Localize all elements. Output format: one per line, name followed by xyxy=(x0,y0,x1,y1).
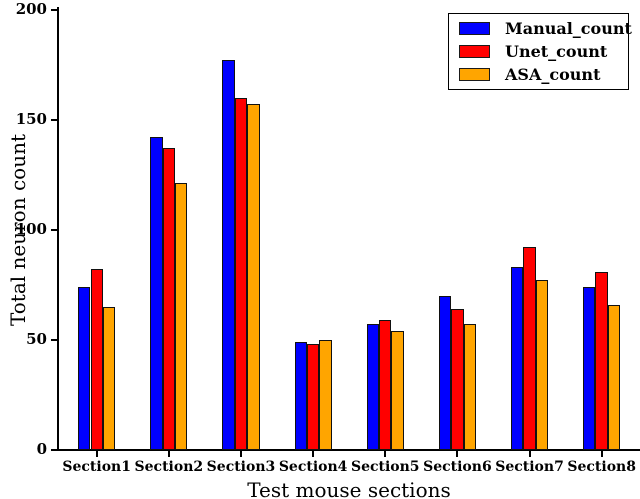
bar-unet_count-section6 xyxy=(451,309,464,450)
x-tick-label-section1: Section1 xyxy=(62,459,131,475)
y-tick-label-50: 50 xyxy=(26,329,47,348)
bar-unet_count-section8 xyxy=(595,271,608,450)
bar-asa_count-section5 xyxy=(391,331,404,450)
bar-asa_count-section3 xyxy=(247,104,260,450)
y-tick-label-150: 150 xyxy=(15,109,47,128)
bar-manual_count-section5 xyxy=(366,324,380,450)
x-tick-label-section8: Section8 xyxy=(567,459,636,475)
y-tick-label-200: 200 xyxy=(15,0,47,18)
x-axis-line xyxy=(57,449,640,451)
y-axis-label: Total neuron count xyxy=(6,133,30,327)
legend-label-unet-count: Unet_count xyxy=(505,41,608,61)
bar-unet_count-section2 xyxy=(162,148,176,450)
x-tick-section7 xyxy=(528,451,531,457)
x-tick-label-section2: Section2 xyxy=(134,459,204,475)
x-tick-label-section3: Section3 xyxy=(206,459,276,475)
bar-manual_count-section1 xyxy=(78,287,91,450)
x-tick-section1 xyxy=(95,451,98,457)
bar-unet_count-section5 xyxy=(379,320,392,450)
y-tick-label-100: 100 xyxy=(15,219,47,238)
x-tick-label-section5: Section5 xyxy=(350,459,420,475)
x-tick-label-section7: Section7 xyxy=(495,459,564,475)
bar-manual_count-section8 xyxy=(583,287,596,450)
bar-asa_count-section8 xyxy=(607,304,621,450)
bar-asa_count-section2 xyxy=(175,183,188,450)
y-tick-50 xyxy=(51,338,57,341)
x-tick-section8 xyxy=(600,451,603,457)
legend-swatch-manual-count xyxy=(459,22,490,35)
legend-label-manual-count: Manual_count xyxy=(505,18,632,38)
x-tick-section2 xyxy=(167,451,170,457)
bar-asa_count-section7 xyxy=(535,280,549,450)
y-axis-line xyxy=(57,7,59,451)
bar-manual_count-section6 xyxy=(438,295,452,450)
x-tick-section3 xyxy=(239,451,242,457)
legend-swatch-unet-count xyxy=(459,45,490,58)
y-tick-150 xyxy=(51,118,57,121)
y-tick-0 xyxy=(51,449,57,451)
legend: Manual_count Unet_count ASA_count xyxy=(448,13,632,90)
legend-item-manual-count: Manual_count xyxy=(459,19,632,38)
y-tick-200 xyxy=(51,8,57,11)
y-tick-100 xyxy=(51,228,57,231)
legend-item-asa-count: ASA_count xyxy=(459,65,620,84)
legend-swatch-asa-count xyxy=(459,68,490,81)
legend-label-asa-count: ASA_count xyxy=(505,64,601,84)
bar-unet_count-section7 xyxy=(523,247,536,450)
bar-manual_count-section4 xyxy=(294,342,307,450)
x-tick-section6 xyxy=(456,451,459,457)
bar-manual_count-section2 xyxy=(150,137,163,450)
bar-unet_count-section3 xyxy=(234,97,248,450)
x-tick-section5 xyxy=(384,451,387,457)
bar-manual_count-section7 xyxy=(510,267,524,450)
bar-asa_count-section1 xyxy=(102,306,116,450)
x-tick-label-section4: Section4 xyxy=(278,459,348,475)
bar-unet_count-section4 xyxy=(306,344,320,450)
y-tick-label-0: 0 xyxy=(36,440,47,458)
bar-manual_count-section3 xyxy=(222,60,235,450)
x-tick-section4 xyxy=(312,451,315,457)
x-axis-label: Test mouse sections xyxy=(247,478,451,499)
x-tick-label-section6: Section6 xyxy=(423,459,492,475)
bar-unet_count-section1 xyxy=(90,269,103,450)
legend-item-unet-count: Unet_count xyxy=(459,42,620,61)
bar-asa_count-section4 xyxy=(319,339,332,450)
bar-asa_count-section6 xyxy=(463,324,476,450)
